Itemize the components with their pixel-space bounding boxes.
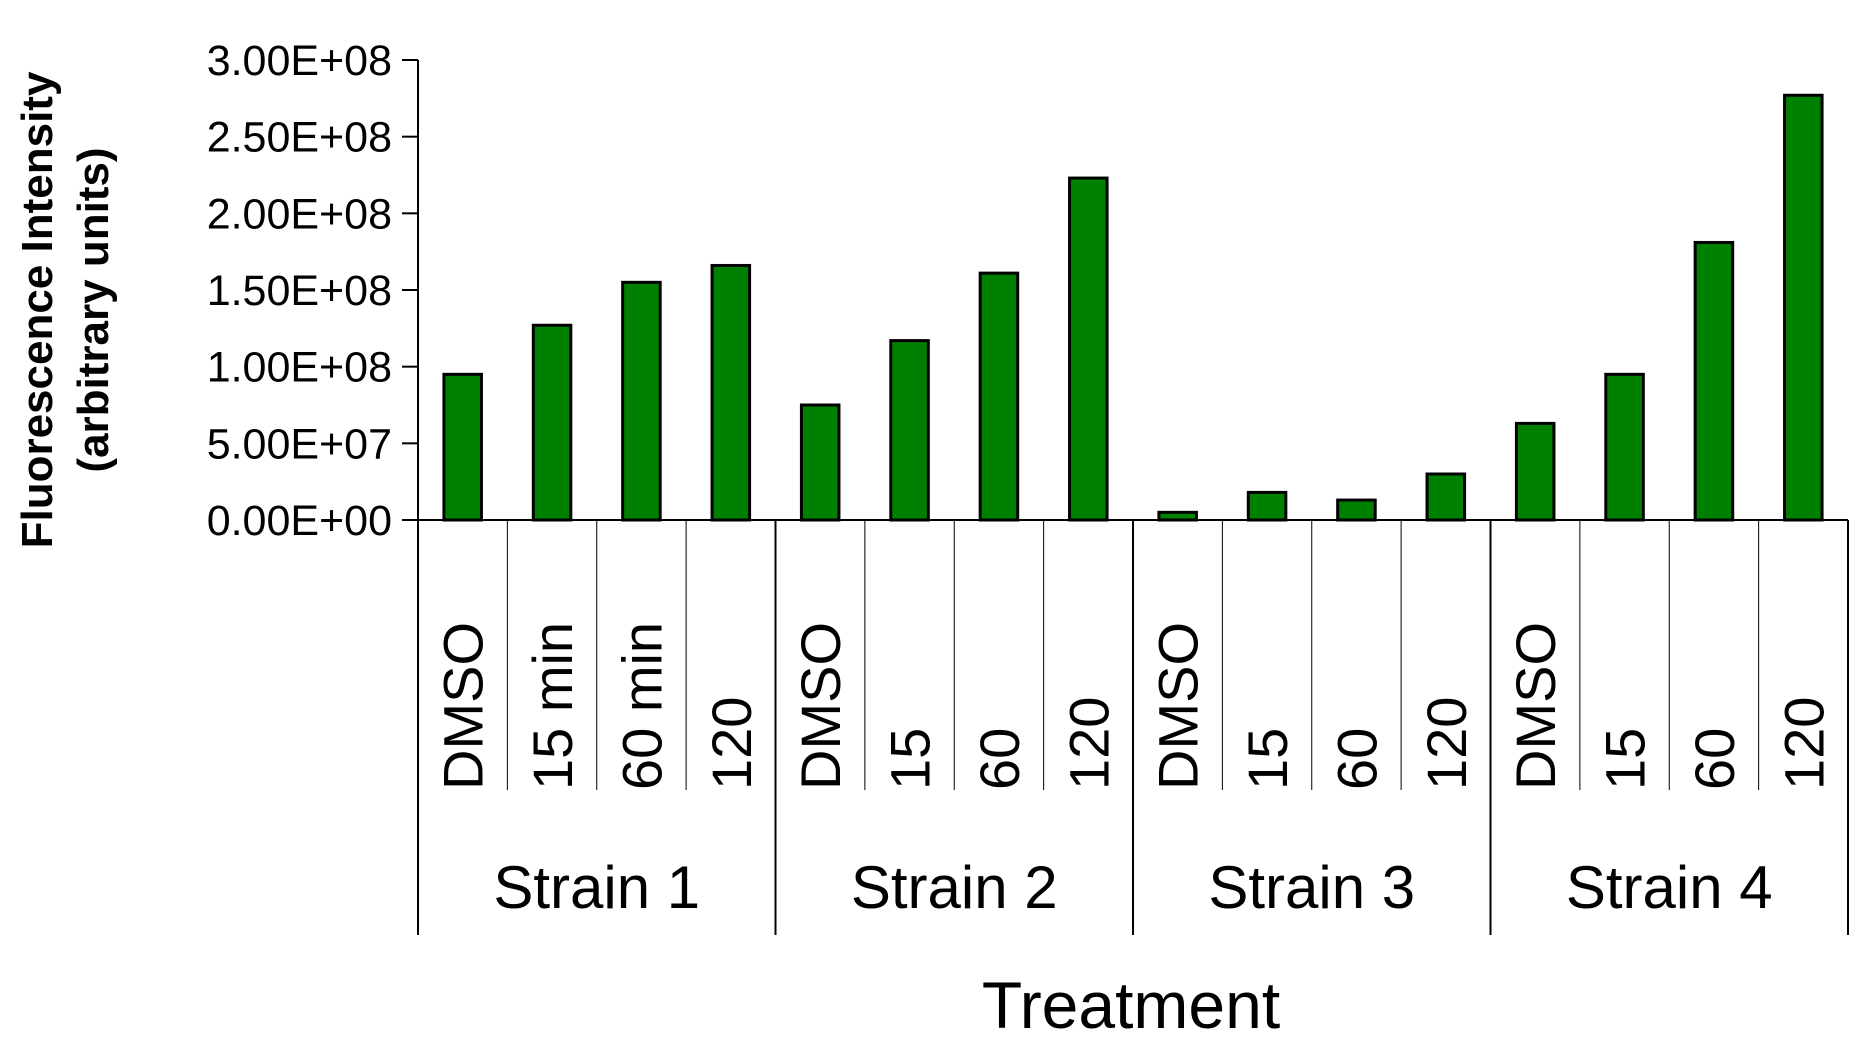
bar	[1336, 498, 1377, 522]
y-axis-label: Fluorescence Intensity (arbitrary units)	[13, 71, 118, 548]
y-tick-label: 2.50E+08	[207, 114, 392, 162]
bar	[799, 403, 841, 522]
bar-series	[442, 93, 1824, 522]
x-tick-label: 120	[1415, 697, 1478, 790]
x-tick-label: DMSO	[789, 622, 852, 790]
y-tick-label: 1.50E+08	[207, 267, 392, 315]
group-label: Strain 3	[1208, 854, 1415, 921]
x-tick-label: 60 min	[610, 622, 673, 790]
x-tick-label: 120	[700, 697, 763, 790]
bar	[978, 271, 1020, 522]
x-tick-label: DMSO	[432, 622, 495, 790]
y-tick-label: 2.00E+08	[207, 190, 392, 238]
bar	[1604, 372, 1645, 522]
y-axis: 0.00E+00 5.00E+07 1.00E+08 1.50E+08 2.00E+08…	[207, 37, 419, 545]
bar	[889, 339, 930, 522]
bar	[1514, 421, 1556, 522]
bar	[442, 372, 483, 522]
y-tick-label: 3.00E+08	[207, 37, 392, 85]
x-tick-label: 60	[1683, 728, 1746, 790]
bar	[1693, 240, 1735, 522]
bar	[1246, 490, 1288, 522]
x-axis-label: Treatment	[982, 968, 1280, 1038]
x-tick-label: DMSO	[1504, 622, 1567, 790]
x-tick-label: 15	[879, 728, 942, 790]
x-tick-label: 120	[1057, 697, 1120, 790]
x-tick-label: 120	[1772, 697, 1835, 790]
y-tick-label: 5.00E+07	[207, 420, 392, 468]
bar	[531, 323, 573, 522]
x-tick-label: 15	[1236, 728, 1299, 790]
x-tick-label: DMSO	[1147, 622, 1210, 790]
y-tick-label: 1.00E+08	[207, 344, 392, 392]
bar	[710, 263, 752, 522]
y-axis-label-line: (arbitrary units)	[69, 147, 118, 472]
bar	[1068, 176, 1109, 522]
group-label: Strain 1	[493, 854, 700, 921]
x-tick-label: 15 min	[521, 622, 584, 790]
x-axis: DMSO 15 min 60 min 120 DMSO 15 60 120 DMSO 15 60 12…	[417, 519, 1849, 935]
y-tick-label: 0.00E+00	[207, 497, 392, 545]
x-tick-label: 60	[1325, 728, 1388, 790]
bar	[1425, 472, 1467, 522]
group-label: Strain 4	[1566, 854, 1773, 921]
bar	[1783, 93, 1824, 522]
x-tick-label: 60	[968, 728, 1031, 790]
x-tick-label: 15	[1594, 728, 1657, 790]
y-axis-label-line: Fluorescence Intensity	[13, 71, 62, 548]
bar	[621, 280, 662, 522]
group-label: Strain 2	[851, 854, 1058, 921]
bar	[1157, 510, 1198, 522]
